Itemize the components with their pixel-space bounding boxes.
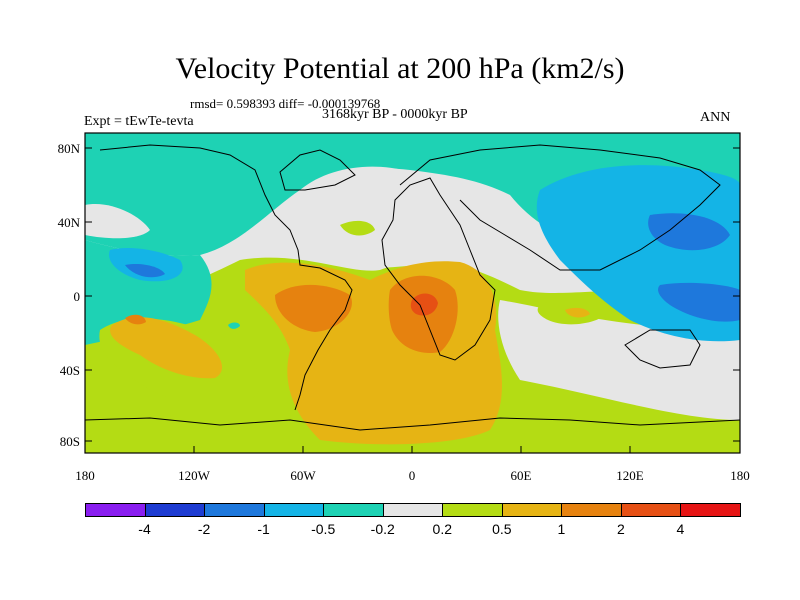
map-title: Velocity Potential at 200 hPa (km2/s)	[175, 52, 625, 85]
lat-label-40n: 40N	[57, 215, 80, 230]
colorbar-swatch	[382, 503, 444, 517]
field-blue-asia	[648, 213, 730, 251]
experiment-label: Expt = tEwTe-tevta	[84, 114, 194, 129]
lat-label-40s: 40S	[59, 363, 80, 378]
coast-greenland	[279, 149, 356, 191]
field-blue-eastpacific	[125, 264, 165, 278]
colorbar-label: -4	[138, 521, 151, 537]
coast-antarctica	[85, 417, 740, 431]
colorbar-swatch	[442, 503, 503, 517]
colorbar	[85, 503, 741, 517]
colorbar-label: -0.2	[370, 521, 395, 537]
period-subtitle: 3168kyr BP - 0000kyr BP	[322, 107, 468, 122]
field-darkorange-southpacific	[125, 314, 146, 325]
coast-australia	[624, 329, 701, 369]
contour-field	[85, 133, 740, 453]
coast-eurasia	[399, 144, 721, 271]
field-neutral-westpacific	[85, 204, 150, 239]
field-red-africa	[410, 293, 438, 316]
field-neutral-atlantic	[270, 166, 510, 268]
colorbar-swatch	[501, 503, 563, 517]
colorbar-label: -1	[257, 521, 270, 537]
lat-label-80n: 80N	[57, 141, 80, 156]
coastlines	[85, 144, 740, 431]
colorbar-label: 4	[676, 521, 685, 537]
lon-label-120w: 120W	[178, 468, 210, 483]
colorbar-label: -0.5	[311, 521, 336, 537]
lon-label-180w: 180	[75, 468, 95, 483]
lon-label-0: 0	[408, 468, 416, 483]
colorbar-swatch	[680, 503, 741, 517]
colorbar-swatch	[85, 503, 146, 517]
colorbar-swatch	[323, 503, 384, 517]
colorbar-label: 0.2	[432, 521, 452, 537]
colorbar-swatch	[204, 503, 265, 517]
colorbar-label: 2	[617, 521, 625, 537]
colorbar-swatch	[561, 503, 622, 517]
lat-label-0: 0	[73, 289, 81, 304]
coast-africa	[381, 177, 496, 361]
colorbar-label: 0.5	[492, 521, 512, 537]
coast-americas	[99, 144, 353, 411]
colorbar-swatch	[144, 503, 206, 517]
lon-label-180e: 180	[730, 468, 750, 483]
season-label: ANN	[700, 110, 731, 125]
colorbar-label: 1	[557, 521, 566, 537]
field-blue-maritime	[658, 282, 740, 322]
lon-label-60w: 60W	[290, 468, 316, 483]
field-teal-dot	[228, 322, 240, 329]
colorbar-label: -2	[197, 521, 211, 537]
lon-label-120e: 120E	[616, 468, 644, 483]
lon-label-60e: 60E	[510, 468, 532, 483]
field-darkorange-samerica	[275, 284, 352, 332]
colorbar-swatch	[620, 503, 682, 517]
field-orange-southpacific	[110, 317, 223, 379]
colorbar-swatch	[263, 503, 325, 517]
lat-label-80s: 80S	[59, 434, 80, 449]
field-green-sahara	[340, 220, 375, 236]
rmsd-diff-stats: rmsd= 0.598393 diff= -0.000139768	[190, 96, 381, 111]
field-orange-indian	[565, 307, 590, 318]
axis-ticks	[84, 147, 741, 453]
